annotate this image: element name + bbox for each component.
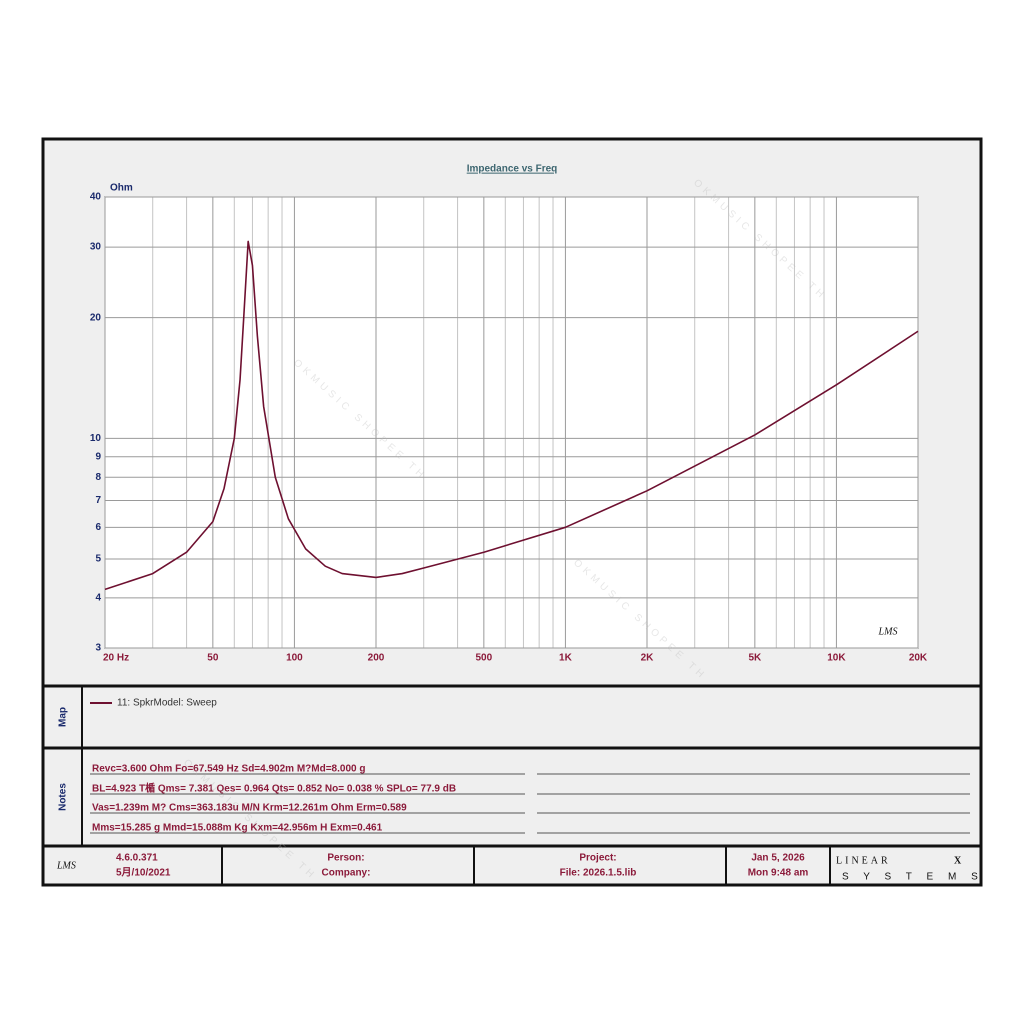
- y-tick-label: 20: [90, 312, 102, 323]
- x-tick-label: 5K: [748, 653, 762, 664]
- x-tick-label: 200: [368, 653, 385, 664]
- y-tick-label: 10: [90, 433, 102, 444]
- y-unit: Ohm: [110, 183, 133, 194]
- note: Revc=3.600 Ohm Fo=67.549 Hz Sd=4.902m M?…: [92, 764, 365, 775]
- project: Project:: [579, 853, 616, 864]
- brand-sub: S Y S T E M S: [842, 872, 984, 883]
- x-tick-label: 50: [207, 653, 219, 664]
- y-tick-label: 9: [95, 451, 101, 462]
- person: Person:: [327, 853, 364, 864]
- x-tick-label: 20 Hz: [103, 653, 129, 664]
- y-tick-label: 30: [90, 242, 102, 253]
- footer-logo: LMS: [56, 860, 76, 871]
- y-tick-label: 8: [95, 472, 101, 483]
- report-time: Mon 9:48 am: [748, 868, 809, 879]
- note: BL=4.923 T楯 Qms= 7.381 Qes= 0.964 Qts= 0…: [92, 782, 456, 795]
- y-tick-label: 6: [95, 522, 101, 533]
- y-tick-label: 4: [95, 593, 101, 604]
- note: Vas=1.239m M? Cms=363.183u M/N Krm=12.26…: [92, 803, 407, 814]
- file: File: 2026.1.5.lib: [560, 868, 637, 879]
- note: Mms=15.285 g Mmd=15.088m Kg Kxm=42.956m …: [92, 823, 383, 834]
- impedance-line: [104, 240, 919, 591]
- y-tick-label: 5: [95, 554, 101, 565]
- version-date: 5月/10/2021: [116, 867, 171, 879]
- y-tick-label: 7: [95, 495, 101, 506]
- version: 4.6.0.371: [116, 853, 158, 864]
- logo: LMS: [878, 626, 898, 637]
- brand: LINEAR: [836, 855, 891, 866]
- brand-x: X: [954, 855, 962, 866]
- company: Company:: [322, 868, 371, 879]
- x-tick-label: 20K: [909, 653, 928, 664]
- x-tick-label: 10K: [827, 653, 846, 664]
- legend-label: 11: SpkrModel: Sweep: [117, 698, 217, 709]
- chart-title: Impedance vs Freq: [467, 164, 558, 175]
- y-tick-label: 3: [95, 643, 101, 654]
- report-date: Jan 5, 2026: [751, 853, 805, 864]
- x-tick-label: 1K: [559, 653, 573, 664]
- y-tick-label: 40: [90, 192, 102, 203]
- x-tick-label: 100: [286, 653, 303, 664]
- map-label: Map: [58, 707, 69, 727]
- plot-area: [104, 196, 919, 649]
- x-tick-label: 2K: [641, 653, 655, 664]
- notes-label: Notes: [58, 783, 69, 811]
- x-tick-label: 500: [475, 653, 492, 664]
